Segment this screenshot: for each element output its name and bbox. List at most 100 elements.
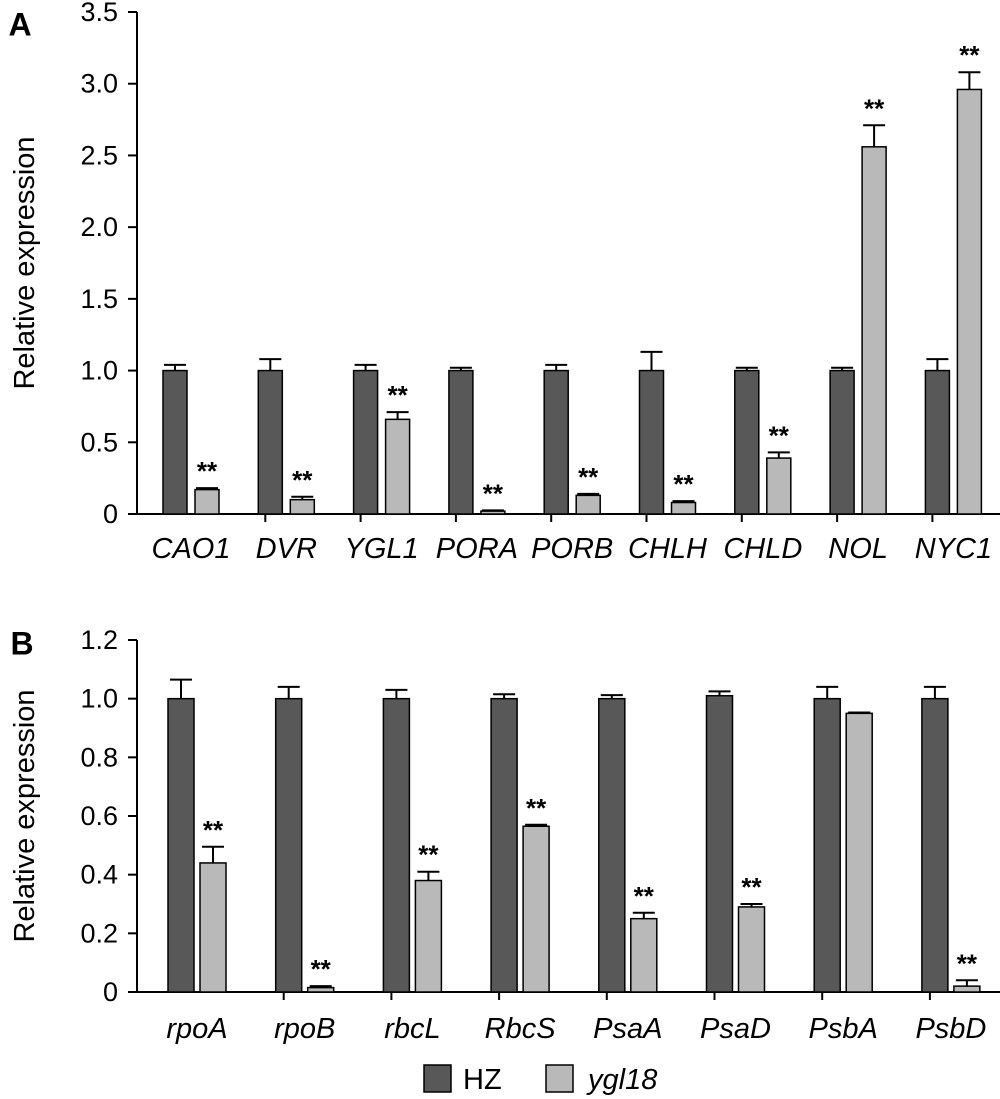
error-bar-ygl18-rpoB — [309, 985, 332, 988]
significance-marker: ** — [741, 872, 762, 902]
bar-ygl18-NOL — [861, 146, 887, 515]
bar-ygl18-RbcS — [522, 825, 550, 993]
bar-ygl18-PORA — [480, 510, 506, 515]
panel-b-chart: B Relative expression 0 0.2 0.4 0.6 0.8 1.0 1.2 *… — [9, 625, 1000, 1045]
x-tick-label: PsaA — [593, 1013, 662, 1045]
bar-hz-YGL1 — [352, 369, 379, 515]
error-bar-ygl18-PsaA — [632, 911, 655, 919]
bar-ygl18-PsaA — [630, 917, 658, 993]
bar-hz-PsbD — [921, 697, 949, 993]
legend-swatch-ygl18 — [545, 1064, 574, 1093]
significance-marker: ** — [203, 815, 224, 845]
error-bar-hz-CAO1 — [164, 363, 186, 371]
y-tick-label: 0.4 — [80, 860, 118, 890]
error-bar-ygl18-PsbD — [955, 979, 978, 987]
bar-ygl18-PsaD — [737, 906, 766, 993]
error-bar-ygl18-CAO1 — [196, 487, 218, 490]
bar-ygl18-rpoB — [306, 986, 335, 993]
y-axis-label: Relative expression — [9, 689, 41, 942]
bar-hz-NOL — [829, 369, 855, 515]
y-tick-label: 1.0 — [80, 684, 118, 714]
y-tick-label: 2.5 — [80, 140, 118, 170]
panel-label: A — [8, 6, 31, 42]
y-tick-label: 3.5 — [80, 0, 118, 27]
bar-hz-rpoA — [167, 697, 195, 993]
significance-marker: ** — [197, 456, 218, 486]
x-tick-label: CAO1 — [152, 533, 231, 565]
x-tick-label: PORB — [531, 533, 613, 565]
x-tick-label: rpoA — [166, 1013, 227, 1045]
bar-ygl18-PsbD — [953, 985, 981, 993]
x-tick-label: rpoB — [274, 1013, 335, 1045]
error-bar-ygl18-rbcL — [417, 870, 440, 881]
bar-ygl18-CHLH — [670, 501, 697, 515]
x-tick-label: YGL1 — [345, 533, 419, 565]
x-tick-label: PORA — [436, 533, 518, 565]
significance-marker: ** — [673, 469, 694, 499]
y-tick-label: 1.2 — [80, 625, 118, 655]
significance-marker: ** — [418, 840, 439, 870]
bar-ygl18-rpoA — [199, 862, 227, 993]
y-tick-label: 0.8 — [80, 742, 118, 772]
significance-marker: ** — [483, 478, 504, 508]
x-tick-label: NYC1 — [915, 533, 992, 565]
bar-hz-PsaD — [705, 694, 734, 993]
bar-ygl18-PORB — [575, 494, 601, 515]
significance-marker: ** — [959, 40, 980, 70]
significance-marker: ** — [769, 420, 790, 450]
significance-marker: ** — [864, 93, 885, 123]
bar-ygl18-rbcL — [414, 879, 443, 993]
bar-hz-PORB — [543, 369, 569, 515]
significance-marker: ** — [526, 793, 547, 823]
error-bar-ygl18-YGL1 — [386, 411, 409, 420]
significance-marker: ** — [957, 948, 978, 978]
legend-swatch-HZ — [423, 1064, 452, 1093]
error-bar-hz-rpoA — [170, 678, 192, 699]
y-tick-label: 0.6 — [80, 801, 118, 831]
legend-label-ygl18: ygl18 — [586, 1064, 657, 1096]
error-bar-hz-PORB — [545, 363, 568, 371]
panel-a-chart: A Relative expression 0 0.5 1.0 1.5 2.0 2.5 3.0 3… — [8, 0, 1000, 565]
significance-marker: ** — [292, 465, 313, 495]
error-bar-hz-rbcL — [385, 688, 408, 699]
bar-hz-CHLD — [734, 369, 760, 515]
error-bar-hz-PsaD — [708, 690, 731, 696]
error-bar-hz-PsbA — [816, 685, 839, 699]
bar-ygl18-CAO1 — [194, 488, 220, 515]
error-bar-hz-NYC1 — [926, 358, 949, 371]
panel-label: B — [10, 625, 33, 661]
significance-marker: ** — [634, 881, 655, 911]
y-tick-label: 1.0 — [80, 356, 118, 386]
y-tick-label: 0.5 — [80, 427, 118, 457]
error-bar-ygl18-PsbA — [848, 711, 871, 714]
y-axis-label: Relative expression — [9, 136, 41, 389]
error-bar-hz-YGL1 — [354, 363, 377, 371]
error-bar-ygl18-NOL — [863, 124, 886, 147]
bar-hz-PsaA — [598, 697, 626, 993]
error-bar-hz-rpoB — [277, 685, 300, 699]
error-bar-ygl18-NYC1 — [958, 71, 981, 90]
error-bar-ygl18-PsaD — [740, 903, 763, 907]
error-bar-hz-CHLD — [735, 366, 758, 371]
y-tick-label: 3.0 — [80, 69, 118, 99]
error-bar-ygl18-PORA — [481, 509, 504, 512]
bar-hz-CHLH — [638, 369, 665, 515]
bar-ygl18-DVR — [289, 498, 316, 515]
legend: HZ ygl18 — [423, 1064, 657, 1096]
error-bar-hz-CHLH — [640, 350, 663, 371]
x-tick-label: PsbD — [915, 1013, 986, 1045]
x-tick-label: PsaD — [700, 1013, 771, 1045]
x-tick-label: DVR — [256, 533, 317, 565]
x-tick-label: CHLH — [628, 533, 707, 565]
error-bar-ygl18-RbcS — [525, 823, 548, 827]
error-bar-hz-NOL — [831, 366, 854, 371]
x-tick-label: RbcS — [485, 1013, 557, 1045]
bar-hz-CAO1 — [162, 369, 188, 515]
bar-ygl18-PsbA — [845, 712, 873, 993]
significance-marker: ** — [387, 380, 408, 410]
error-bar-ygl18-DVR — [291, 495, 314, 500]
error-bar-hz-PORA — [449, 366, 472, 371]
bar-hz-DVR — [257, 369, 284, 515]
bar-ygl18-NYC1 — [956, 88, 983, 515]
bar-ygl18-CHLD — [766, 457, 792, 515]
